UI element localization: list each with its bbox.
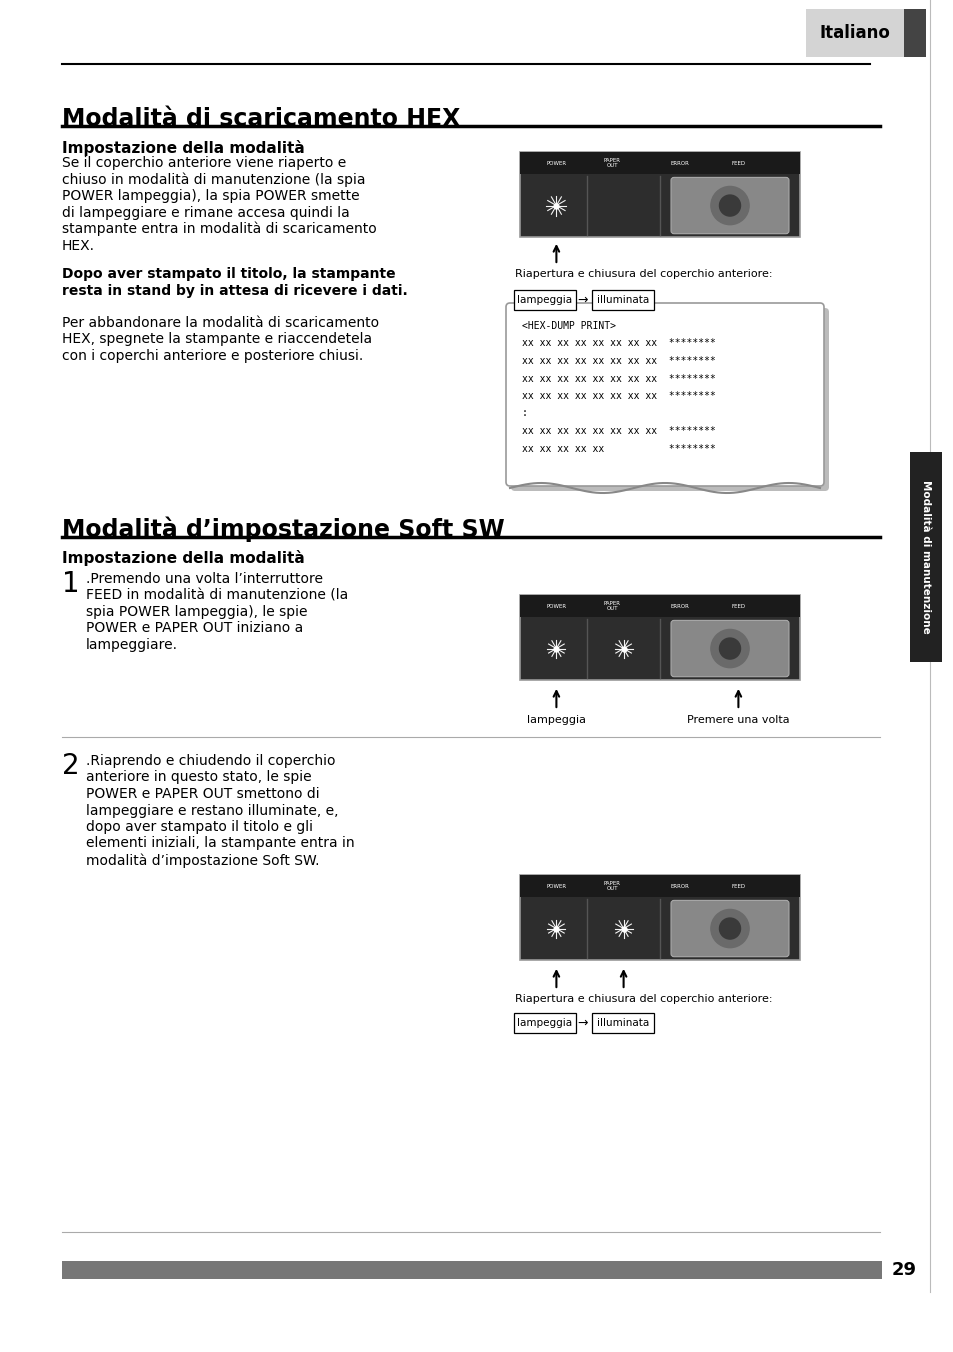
Text: POWER e PAPER OUT smettono di: POWER e PAPER OUT smettono di <box>86 787 319 800</box>
FancyBboxPatch shape <box>670 621 788 677</box>
Text: xx xx xx xx xx xx xx xx  ********: xx xx xx xx xx xx xx xx ******** <box>521 338 715 349</box>
Text: Italiano: Italiano <box>819 24 889 42</box>
Text: xx xx xx xx xx xx xx xx  ********: xx xx xx xx xx xx xx xx ******** <box>521 426 715 435</box>
Text: <HEX-DUMP PRINT>: <HEX-DUMP PRINT> <box>521 320 616 331</box>
Text: Per abbandonare la modalità di scaricamento: Per abbandonare la modalità di scaricame… <box>62 316 378 330</box>
Text: POWER: POWER <box>546 603 566 608</box>
Circle shape <box>719 638 740 658</box>
Text: ERROR: ERROR <box>669 161 688 165</box>
Text: PAPER
OUT: PAPER OUT <box>603 602 620 611</box>
Text: HEX, spegnete la stampante e riaccendetela: HEX, spegnete la stampante e riaccendete… <box>62 333 372 346</box>
Text: FEED: FEED <box>731 603 744 608</box>
Text: ERROR: ERROR <box>669 603 688 608</box>
Text: Modalità d’impostazione Soft SW: Modalità d’impostazione Soft SW <box>62 516 504 542</box>
Text: FEED: FEED <box>731 161 744 165</box>
Text: di lampeggiare e rimane accesa quindi la: di lampeggiare e rimane accesa quindi la <box>62 206 350 219</box>
Text: anteriore in questo stato, le spie: anteriore in questo stato, le spie <box>86 771 312 784</box>
Text: illuminata: illuminata <box>597 295 648 306</box>
Bar <box>519 595 800 680</box>
Bar <box>519 875 800 898</box>
Text: modalità d’impostazione Soft SW.: modalità d’impostazione Soft SW. <box>86 853 319 868</box>
FancyBboxPatch shape <box>670 177 788 234</box>
Text: lampeggia: lampeggia <box>517 1018 572 1028</box>
Text: Premere una volta: Premere una volta <box>686 715 789 725</box>
Text: dopo aver stampato il titolo e gli: dopo aver stampato il titolo e gli <box>86 821 313 834</box>
Bar <box>909 452 941 662</box>
Text: spia POWER lampeggia), le spie: spia POWER lampeggia), le spie <box>86 604 307 619</box>
Text: FEED in modalità di manutenzione (la: FEED in modalità di manutenzione (la <box>86 588 348 603</box>
Bar <box>519 151 800 174</box>
Text: 29: 29 <box>891 1261 916 1279</box>
Text: →: → <box>578 293 588 307</box>
Text: lampeggia: lampeggia <box>526 715 585 725</box>
Text: con i coperchi anteriore e posteriore chiusi.: con i coperchi anteriore e posteriore ch… <box>62 349 363 362</box>
Text: POWER lampeggia), la spia POWER smette: POWER lampeggia), la spia POWER smette <box>62 189 359 203</box>
Text: PAPER
OUT: PAPER OUT <box>603 158 620 168</box>
Text: PAPER
OUT: PAPER OUT <box>603 882 620 891</box>
Circle shape <box>710 187 748 224</box>
FancyBboxPatch shape <box>592 289 654 310</box>
Text: :: : <box>521 408 527 419</box>
Text: xx xx xx xx xx xx xx xx  ********: xx xx xx xx xx xx xx xx ******** <box>521 373 715 384</box>
Circle shape <box>719 195 740 216</box>
Text: 1: 1 <box>62 571 79 598</box>
Bar <box>62 1261 882 1279</box>
Text: xx xx xx xx xx xx xx xx  ********: xx xx xx xx xx xx xx xx ******** <box>521 391 715 402</box>
Text: 2: 2 <box>62 752 79 780</box>
Text: lampeggiare.: lampeggiare. <box>86 638 178 652</box>
Text: Dopo aver stampato il titolo, la stampante: Dopo aver stampato il titolo, la stampan… <box>62 266 395 281</box>
Text: elementi iniziali, la stampante entra in: elementi iniziali, la stampante entra in <box>86 837 355 850</box>
Text: xx xx xx xx xx xx xx xx  ********: xx xx xx xx xx xx xx xx ******** <box>521 356 715 366</box>
Bar <box>519 875 800 960</box>
Text: lampeggia: lampeggia <box>517 295 572 306</box>
Text: Modalità di manutenzione: Modalità di manutenzione <box>920 480 930 634</box>
Text: POWER: POWER <box>546 884 566 888</box>
Bar <box>519 595 800 617</box>
Text: Se il coperchio anteriore viene riaperto e: Se il coperchio anteriore viene riaperto… <box>62 155 346 170</box>
Text: HEX.: HEX. <box>62 238 95 253</box>
Text: resta in stand by in attesa di ricevere i dati.: resta in stand by in attesa di ricevere … <box>62 284 407 297</box>
Text: Impostazione della modalità: Impostazione della modalità <box>62 550 304 566</box>
Text: POWER: POWER <box>546 161 566 165</box>
Text: lampeggiare e restano illuminate, e,: lampeggiare e restano illuminate, e, <box>86 803 338 818</box>
Circle shape <box>710 910 748 948</box>
FancyBboxPatch shape <box>670 900 788 957</box>
Text: .Premendo una volta l’interruttore: .Premendo una volta l’interruttore <box>86 572 323 585</box>
Text: Modalità di scaricamento HEX: Modalità di scaricamento HEX <box>62 107 460 131</box>
Text: →: → <box>578 1017 588 1029</box>
Text: POWER e PAPER OUT iniziano a: POWER e PAPER OUT iniziano a <box>86 622 303 635</box>
Text: Impostazione della modalità: Impostazione della modalità <box>62 141 304 155</box>
Text: Riapertura e chiusura del coperchio anteriore:: Riapertura e chiusura del coperchio ante… <box>515 994 772 1005</box>
Text: xx xx xx xx xx           ********: xx xx xx xx xx ******** <box>521 443 715 453</box>
Bar <box>805 9 925 57</box>
FancyBboxPatch shape <box>514 289 576 310</box>
FancyBboxPatch shape <box>511 308 828 491</box>
Circle shape <box>710 630 748 668</box>
FancyBboxPatch shape <box>592 1013 654 1033</box>
Circle shape <box>719 918 740 940</box>
Bar <box>519 151 800 237</box>
FancyBboxPatch shape <box>514 1013 576 1033</box>
Bar <box>903 9 925 57</box>
Text: stampante entra in modalità di scaricamento: stampante entra in modalità di scaricame… <box>62 222 376 237</box>
Text: .Riaprendo e chiudendo il coperchio: .Riaprendo e chiudendo il coperchio <box>86 754 335 768</box>
Text: illuminata: illuminata <box>597 1018 648 1028</box>
Text: chiuso in modalità di manutenzione (la spia: chiuso in modalità di manutenzione (la s… <box>62 173 365 187</box>
FancyBboxPatch shape <box>505 303 823 485</box>
Text: FEED: FEED <box>731 884 744 888</box>
Text: Riapertura e chiusura del coperchio anteriore:: Riapertura e chiusura del coperchio ante… <box>515 269 772 279</box>
Text: ERROR: ERROR <box>669 884 688 888</box>
